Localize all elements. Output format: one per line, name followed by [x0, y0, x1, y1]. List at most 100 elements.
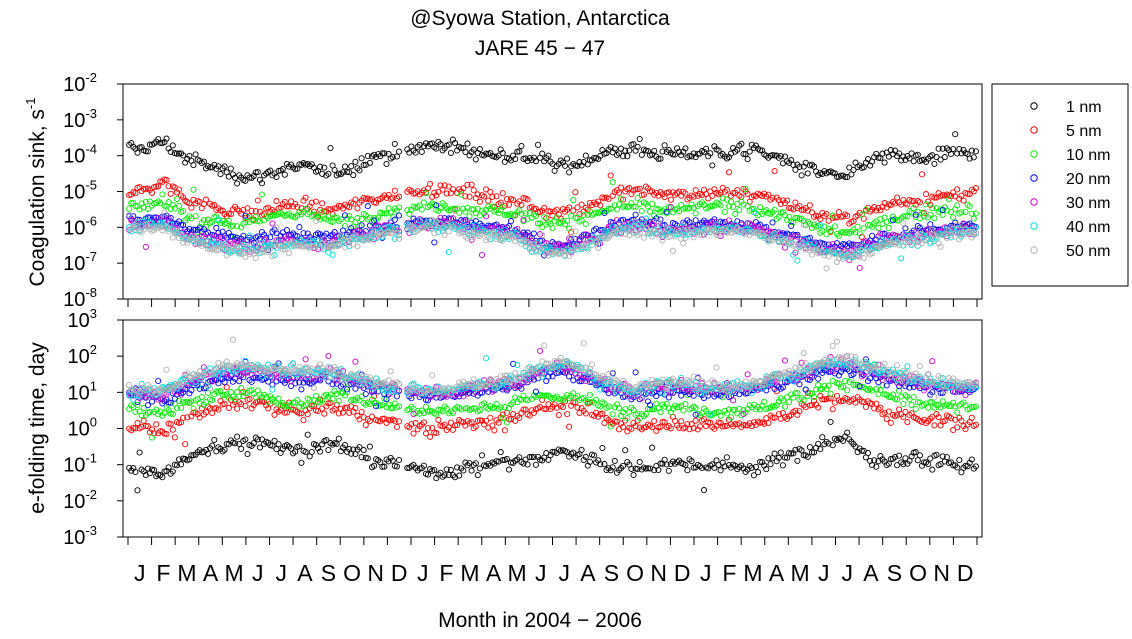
scatter-point-10nm [458, 191, 465, 198]
scatter-point-10nm [319, 208, 326, 215]
scatter-point-5nm [723, 186, 730, 194]
scatter-point-10nm [553, 214, 560, 221]
scatter-point-10nm [180, 207, 187, 215]
ytick-label: 10-3 [63, 523, 97, 549]
scatter-point-10nm [844, 387, 851, 394]
scatter-point-1nm [545, 152, 552, 159]
scatter-point-5nm [790, 206, 797, 213]
scatter-point-10nm [275, 395, 282, 402]
scatter-point-10nm [719, 195, 726, 202]
scatter-point-5nm [175, 186, 183, 193]
scatter-point-1nm [763, 152, 770, 159]
scatter-point-1nm [968, 147, 975, 154]
scatter-point-10nm [638, 208, 645, 215]
scatter-point-20nm [692, 217, 699, 224]
scatter-point-5nm [140, 185, 147, 192]
scatter-point-5nm [427, 433, 434, 440]
scatter-point-1nm [360, 447, 367, 454]
scatter-point-5nm [234, 405, 241, 412]
scatter-point-5nm [499, 190, 506, 197]
scatter-point-30nm [483, 213, 490, 220]
scatter-point-1nm [142, 148, 149, 155]
scatter-point-10nm [566, 225, 573, 232]
scatter-point-5nm [690, 193, 697, 200]
scatter-point-10nm [848, 228, 855, 235]
scatter-point-10nm [541, 213, 548, 221]
scatter-point-10nm [757, 204, 764, 211]
scatter-point-5nm [678, 418, 685, 425]
scatter-point-1nm [794, 457, 801, 464]
scatter-point-10nm [900, 400, 907, 408]
scatter-point-1nm [308, 448, 315, 456]
scatter-point-20nm [663, 208, 670, 215]
scatter-point-50nm [354, 243, 361, 250]
scatter-point-10nm [383, 210, 390, 217]
scatter-point-1nm [275, 441, 282, 448]
scatter-point-10nm [786, 398, 793, 405]
scatter-point-1nm [391, 140, 398, 147]
scatter-point-20nm [632, 369, 639, 376]
scatter-point-50nm [640, 234, 647, 241]
scatter-point-50nm [680, 240, 687, 247]
scatter-point-5nm [493, 193, 500, 200]
scatter-point-1nm [414, 143, 421, 150]
scatter-point-5nm [840, 213, 847, 220]
scatter-point-20nm [358, 222, 365, 229]
scatter-point-1nm [339, 169, 346, 176]
scatter-point-10nm [559, 217, 566, 225]
scatter-point-10nm [680, 407, 687, 414]
scatter-point-10nm [468, 206, 475, 213]
scatter-point-10nm [943, 207, 950, 214]
scatter-point-5nm [485, 197, 492, 204]
scatter-point-20nm [659, 222, 666, 229]
scatter-point-5nm [435, 416, 442, 423]
scatter-point-1nm [512, 155, 519, 163]
scatter-point-1nm [418, 148, 425, 155]
scatter-point-10nm [148, 434, 156, 441]
scatter-point-1nm [821, 168, 828, 175]
scatter-point-30nm [325, 352, 332, 360]
scatter-point-1nm [638, 151, 645, 158]
scatter-point-30nm [765, 228, 772, 235]
scatter-point-1nm [879, 150, 886, 157]
scatter-point-1nm [891, 147, 899, 154]
scatter-point-10nm [518, 210, 525, 217]
scatter-point-5nm [651, 417, 658, 425]
scatter-point-10nm [966, 203, 973, 210]
scatter-point-10nm [317, 216, 324, 223]
scatter-point-10nm [489, 203, 496, 210]
scatter-point-5nm [725, 169, 733, 176]
scatter-point-1nm [634, 143, 641, 150]
scatter-point-5nm [709, 192, 716, 199]
scatter-point-1nm [337, 171, 344, 178]
scatter-point-5nm [171, 434, 178, 441]
scatter-point-1nm [364, 152, 371, 160]
scatter-point-10nm [381, 210, 388, 217]
scatter-point-5nm [734, 187, 741, 194]
scatter-point-1nm [281, 171, 288, 178]
ytick-label: 102 [68, 342, 97, 368]
scatter-point-10nm [524, 216, 531, 223]
scatter-point-1nm [916, 452, 923, 459]
scatter-point-10nm [617, 195, 625, 202]
scatter-point-5nm [640, 191, 647, 198]
scatter-point-10nm [781, 403, 789, 410]
scatter-point-1nm [192, 151, 199, 158]
scatter-point-1nm [929, 466, 936, 473]
scatter-point-1nm [950, 145, 957, 153]
scatter-point-5nm [647, 188, 654, 195]
scatter-point-1nm [331, 166, 338, 174]
scatter-point-10nm [481, 210, 488, 217]
scatter-point-10nm [437, 205, 444, 212]
scatter-point-1nm [327, 144, 334, 152]
scatter-point-10nm [858, 211, 865, 218]
scatter-point-5nm [153, 421, 160, 428]
scatter-point-50nm [823, 265, 830, 272]
scatter-point-1nm [599, 444, 606, 452]
scatter-point-1nm [607, 144, 614, 151]
scatter-point-10nm [456, 209, 463, 216]
scatter-point-1nm [138, 144, 145, 151]
scatter-point-1nm [557, 157, 564, 164]
scatter-point-30nm [414, 219, 421, 226]
scatter-point-5nm [466, 193, 473, 200]
